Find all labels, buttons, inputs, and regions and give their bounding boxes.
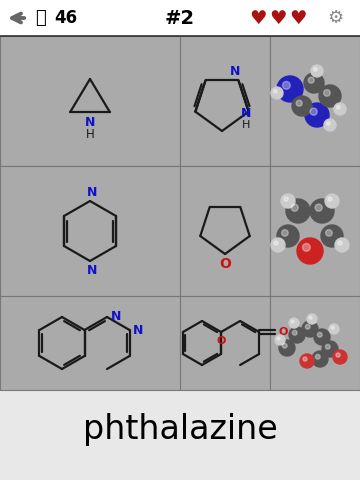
Text: N: N — [87, 264, 97, 276]
Circle shape — [271, 87, 283, 99]
Circle shape — [220, 249, 230, 259]
Circle shape — [325, 194, 339, 208]
Text: H: H — [242, 120, 250, 130]
Circle shape — [337, 106, 340, 109]
Bar — [0, 296, 180, 390]
Circle shape — [282, 343, 287, 348]
Circle shape — [289, 327, 305, 343]
Bar — [180, 296, 270, 390]
Bar — [0, 166, 180, 296]
Circle shape — [324, 90, 330, 96]
Circle shape — [329, 324, 339, 334]
Bar — [270, 36, 360, 166]
Circle shape — [297, 238, 323, 264]
Circle shape — [274, 241, 278, 245]
Text: ♥: ♥ — [249, 9, 267, 27]
Text: phthalazine: phthalazine — [83, 413, 277, 446]
Circle shape — [282, 229, 288, 236]
Circle shape — [312, 351, 328, 367]
Circle shape — [277, 225, 299, 247]
Circle shape — [271, 238, 285, 252]
Circle shape — [307, 314, 317, 324]
Circle shape — [302, 243, 310, 251]
Circle shape — [333, 350, 347, 364]
Circle shape — [281, 194, 295, 208]
Text: ♥: ♥ — [289, 9, 307, 27]
Circle shape — [292, 96, 312, 116]
Circle shape — [305, 324, 310, 329]
Text: O: O — [216, 336, 226, 346]
Text: N: N — [87, 185, 97, 199]
Circle shape — [328, 197, 332, 201]
Circle shape — [277, 76, 303, 102]
Circle shape — [324, 119, 336, 131]
Circle shape — [321, 225, 343, 247]
Circle shape — [291, 320, 294, 323]
Text: 46: 46 — [54, 9, 77, 27]
Circle shape — [302, 321, 318, 337]
Bar — [0, 36, 180, 166]
Circle shape — [283, 82, 290, 89]
Text: 💡: 💡 — [35, 9, 45, 27]
Text: #2: #2 — [165, 9, 195, 27]
Circle shape — [314, 68, 317, 71]
Circle shape — [296, 100, 302, 106]
Circle shape — [326, 229, 332, 236]
Text: O: O — [279, 327, 288, 337]
Circle shape — [314, 329, 330, 345]
Circle shape — [336, 353, 340, 357]
Circle shape — [291, 204, 298, 211]
Text: H: H — [86, 128, 94, 141]
Circle shape — [303, 357, 307, 361]
Bar — [270, 296, 360, 390]
Circle shape — [275, 335, 285, 345]
Text: ♥: ♥ — [269, 9, 287, 27]
Circle shape — [284, 197, 288, 201]
Circle shape — [304, 73, 324, 93]
Circle shape — [310, 108, 317, 115]
Circle shape — [315, 204, 322, 211]
Circle shape — [292, 330, 297, 335]
Circle shape — [286, 199, 310, 223]
Circle shape — [335, 238, 349, 252]
Circle shape — [310, 199, 334, 223]
Circle shape — [279, 340, 295, 356]
Circle shape — [338, 241, 342, 245]
Text: N: N — [85, 117, 95, 130]
Circle shape — [274, 89, 277, 93]
Circle shape — [305, 103, 329, 127]
Text: N: N — [111, 310, 121, 323]
Text: N: N — [240, 107, 251, 120]
Circle shape — [334, 103, 346, 115]
Text: N: N — [230, 65, 240, 78]
Circle shape — [300, 354, 314, 368]
Circle shape — [217, 328, 225, 336]
Text: ⚙: ⚙ — [327, 9, 343, 27]
Circle shape — [289, 318, 299, 328]
Bar — [0, 0, 360, 36]
Circle shape — [322, 341, 338, 357]
Bar — [180, 166, 270, 296]
Text: N: N — [133, 324, 144, 337]
Circle shape — [318, 332, 322, 337]
Circle shape — [325, 344, 330, 349]
Text: O: O — [219, 257, 231, 271]
Circle shape — [327, 121, 330, 125]
Circle shape — [311, 65, 323, 77]
Bar — [270, 166, 360, 296]
Circle shape — [309, 316, 312, 319]
Circle shape — [331, 326, 334, 329]
Circle shape — [308, 77, 314, 83]
Circle shape — [319, 85, 341, 107]
Circle shape — [277, 337, 280, 340]
Circle shape — [315, 354, 320, 359]
Bar — [180, 36, 270, 166]
